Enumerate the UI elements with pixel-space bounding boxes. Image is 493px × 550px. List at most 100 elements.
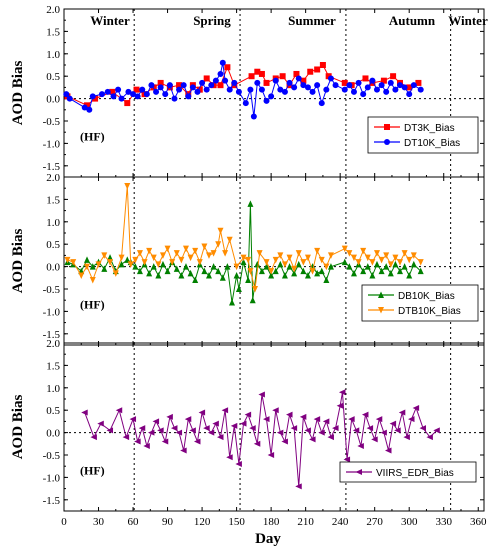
data-point [78,272,85,280]
data-point [268,268,275,275]
data-point [148,82,155,89]
x-tick-label: 210 [297,516,314,528]
data-point [355,79,362,86]
y-tick-label: 0.5 [46,71,60,83]
data-point [101,265,108,272]
data-point [192,276,199,284]
y-tick-label: -1.0 [43,306,61,318]
legend-label: VIIRS_EDR_Bias [376,468,454,479]
data-point [295,75,302,82]
data-point [219,274,226,281]
data-point [233,272,240,279]
data-point [115,86,122,93]
y-tick-label: -1.0 [43,138,61,150]
data-point [66,95,73,102]
data-point [263,416,270,423]
data-point [196,86,203,93]
data-point [258,391,265,398]
x-tick-label: 120 [194,516,211,528]
data-point [203,75,210,82]
data-point [150,263,157,270]
data-point [98,91,105,98]
data-point [187,269,194,277]
data-point [412,404,420,411]
data-point [63,91,70,98]
data-point [346,82,353,89]
data-point [410,82,417,89]
data-point [304,254,311,262]
data-point [258,86,265,93]
data-point [226,454,233,461]
data-point [318,100,325,107]
data-point [380,77,387,84]
y-tick-label: 0.5 [46,405,60,417]
data-point [171,95,178,102]
season-label: Winter [448,13,488,28]
data-point [286,263,293,270]
panels: 2.0 1.5 1.0 0.5 0.0 -0.5 -1.0 -1.5 AOD Bias Winte… [10,4,488,512]
data-point [309,436,316,443]
data-point [254,79,261,86]
data-point [217,227,224,235]
data-point [230,422,238,429]
legend: DT3K_Bias DT10K_Bias [367,116,479,154]
data-point [219,59,226,66]
data-point [130,91,137,98]
data-point [300,267,307,275]
data-point [360,267,367,275]
data-point [417,259,424,266]
data-point [222,250,229,257]
data-point [299,413,307,420]
data-point [193,438,201,445]
data-point [178,272,185,279]
data-point [378,267,385,275]
data-point [252,286,259,293]
data-point [169,259,176,266]
data-point [89,263,96,270]
data-point [173,265,180,272]
legend-box [361,284,479,322]
data-point [350,269,357,277]
data-point [176,82,183,89]
data-point [304,272,311,279]
data-point [210,263,217,270]
legend: VIIRS_EDR_Bias [339,461,477,483]
data-point [192,247,199,255]
data-point [392,86,399,93]
y-tick-label: 0.0 [46,94,60,106]
legend: DB10K_Bias DTB10K_Bias [361,284,479,322]
data-point [383,263,390,270]
data-point [235,460,242,467]
data-point [92,95,99,102]
data-point [373,86,380,93]
data-point [159,252,166,259]
data-point [304,84,311,91]
data-point [380,429,387,436]
data-point [132,263,139,270]
y-tick-label: 0.5 [46,239,60,251]
x-tick-label: 300 [401,516,418,528]
data-point [146,269,153,277]
data-point [415,79,422,86]
data-point [319,62,326,68]
data-point [245,276,252,284]
data-point [150,254,157,262]
data-point [314,82,321,89]
data-point [295,260,302,268]
legend-marker [384,139,390,145]
data-point [360,91,367,98]
season-label: Winter [90,13,130,28]
data-point [417,86,424,93]
data-point [182,263,189,270]
data-point [419,425,427,432]
data-point [406,272,413,279]
x-tick-label: 30 [93,516,105,528]
data-point [196,259,203,266]
data-point [150,84,157,91]
data-point [318,267,325,275]
data-point [155,272,162,279]
data-point [194,88,201,95]
data-point [408,416,415,423]
data-point [401,250,408,257]
data-point [341,79,348,86]
